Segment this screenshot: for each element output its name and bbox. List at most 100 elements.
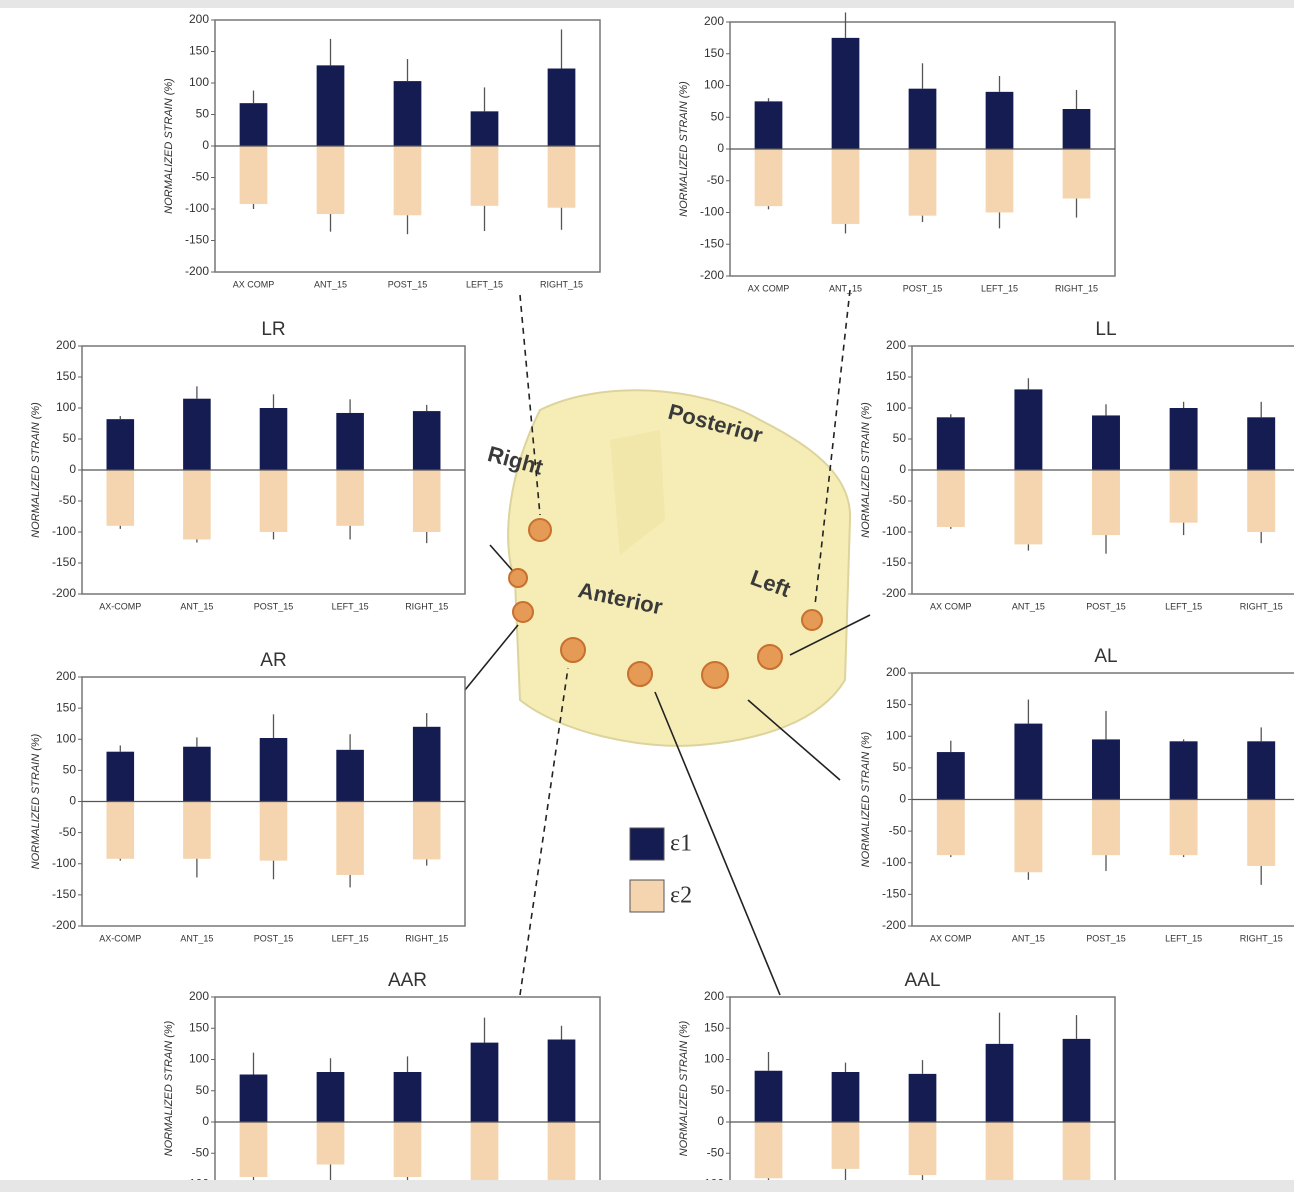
x-tick-label: AX COMP xyxy=(748,283,790,293)
bar xyxy=(754,101,783,149)
bar xyxy=(908,88,937,149)
x-tick-label: RIGHT_15 xyxy=(405,933,448,943)
y-tick-label: 50 xyxy=(711,109,725,123)
y-tick-label: 100 xyxy=(56,731,76,745)
bar xyxy=(239,1122,268,1177)
y-tick-label: -150 xyxy=(52,555,76,569)
y-tick-label: 100 xyxy=(189,1052,209,1066)
y-tick-label: -150 xyxy=(700,236,724,250)
x-tick-label: RIGHT_15 xyxy=(1240,601,1283,611)
x-tick-label: RIGHT_15 xyxy=(1055,283,1098,293)
y-tick-label: -200 xyxy=(882,586,906,600)
bar xyxy=(547,1122,576,1191)
x-tick-label: LEFT_15 xyxy=(1165,601,1202,611)
y-tick-label: 150 xyxy=(886,369,906,383)
x-tick-label: RIGHT_15 xyxy=(1240,933,1283,943)
bar xyxy=(336,749,364,802)
y-tick-label: 200 xyxy=(189,989,209,1003)
y-tick-label: -100 xyxy=(882,524,906,538)
y-tick-label: -200 xyxy=(185,264,209,278)
legend: ε1 ε2 xyxy=(629,827,692,913)
y-tick-label: -100 xyxy=(52,856,76,870)
x-tick-label: ANT_15 xyxy=(1012,933,1045,943)
y-tick-label: -50 xyxy=(59,493,77,507)
bar xyxy=(412,470,441,532)
y-tick-label: 50 xyxy=(893,760,907,774)
bar xyxy=(393,1122,422,1177)
bar xyxy=(239,103,268,146)
y-tick-label: 100 xyxy=(886,728,906,742)
y-tick-label: -50 xyxy=(707,1145,725,1159)
y-tick-label: 200 xyxy=(704,14,724,28)
bar xyxy=(1092,739,1120,800)
bar xyxy=(936,470,965,528)
y-tick-label: -200 xyxy=(52,586,76,600)
bar xyxy=(1169,470,1198,523)
knee-diagram: Posterior Right Anterior Left xyxy=(464,289,871,996)
y-tick-label: -50 xyxy=(59,825,77,839)
y-tick-label: 200 xyxy=(56,669,76,683)
y-axis-label: NORMALIZED STRAIN (%) xyxy=(860,402,872,538)
x-tick-label: AX COMP xyxy=(233,279,275,289)
bar xyxy=(1169,741,1198,800)
bar xyxy=(908,1122,937,1176)
y-tick-label: -50 xyxy=(192,1145,210,1159)
bar xyxy=(936,417,965,470)
y-tick-label: 50 xyxy=(711,1083,725,1097)
x-tick-label: AX COMP xyxy=(930,933,972,943)
bar xyxy=(336,801,364,875)
y-tick-label: -50 xyxy=(889,493,907,507)
bar xyxy=(1014,799,1043,873)
bar xyxy=(1092,799,1120,856)
bar xyxy=(393,146,422,216)
x-tick-label: ANT_15 xyxy=(180,601,213,611)
bar xyxy=(1014,470,1043,545)
y-axis-label: NORMALIZED STRAIN (%) xyxy=(30,733,42,869)
y-tick-label: -200 xyxy=(700,268,724,282)
y-tick-label: 0 xyxy=(69,794,76,808)
y-tick-label: 150 xyxy=(189,44,209,58)
bar xyxy=(239,146,268,204)
x-tick-label: ANT_15 xyxy=(1012,601,1045,611)
x-tick-label: LEFT_15 xyxy=(981,283,1018,293)
bar xyxy=(754,1070,783,1122)
y-tick-label: -100 xyxy=(882,855,906,869)
bar xyxy=(985,149,1014,213)
bar xyxy=(412,726,441,802)
y-tick-label: 0 xyxy=(717,1114,724,1128)
y-tick-label: 0 xyxy=(69,462,76,476)
bar xyxy=(547,146,576,208)
legend-swatch xyxy=(629,827,665,861)
bar xyxy=(1014,389,1043,470)
y-axis-label: NORMALIZED STRAIN (%) xyxy=(678,1020,690,1156)
bar xyxy=(316,1072,345,1122)
chart-title: AR xyxy=(260,650,286,671)
x-tick-label: AX-COMP xyxy=(99,933,141,943)
bar xyxy=(412,411,441,470)
bar xyxy=(470,1042,499,1122)
y-tick-label: 200 xyxy=(886,338,906,352)
x-tick-label: ANT_15 xyxy=(829,283,862,293)
gauges xyxy=(508,518,823,689)
bar xyxy=(936,752,965,800)
x-tick-label: ANT_15 xyxy=(314,279,347,289)
y-tick-label: -150 xyxy=(52,887,76,901)
y-tick-label: 50 xyxy=(196,107,210,121)
bar xyxy=(831,1122,860,1169)
bar xyxy=(1247,417,1276,470)
bar xyxy=(316,146,345,215)
y-tick-label: 0 xyxy=(899,462,906,476)
legend-swatch xyxy=(629,879,665,913)
top-strip xyxy=(0,0,1294,8)
x-tick-label: AX-COMP xyxy=(99,601,141,611)
bar xyxy=(831,149,860,224)
x-tick-label: LEFT_15 xyxy=(332,933,369,943)
y-tick-label: 150 xyxy=(704,46,724,60)
bar xyxy=(936,799,965,856)
bar xyxy=(183,801,211,859)
bar xyxy=(754,149,783,207)
bar xyxy=(985,1122,1014,1191)
y-tick-label: 50 xyxy=(196,1083,210,1097)
bar xyxy=(239,1074,268,1122)
bar xyxy=(259,408,288,470)
